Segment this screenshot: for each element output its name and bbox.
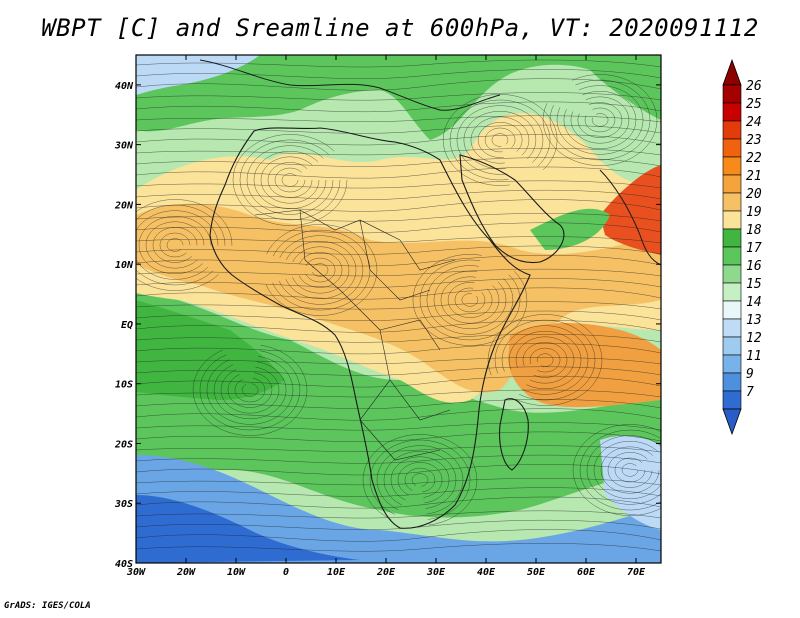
arabian-peninsula-coastline (459, 154, 565, 264)
lat-tick-label: 20N (114, 200, 134, 211)
colorbar-label: 21 (746, 169, 762, 184)
colorbar-label: 7 (746, 385, 754, 400)
axis-ticks (135, 55, 661, 564)
lat-tick-label: 30N (114, 141, 134, 152)
colorbar-label: 14 (746, 295, 762, 310)
colorbar-swatch-10 (722, 264, 742, 284)
colorbar-swatch-9 (722, 246, 742, 266)
colorbar-swatch-6 (722, 192, 742, 212)
colorbar-swatch-16 (722, 372, 742, 392)
lat-tick-label: EQ (121, 320, 133, 331)
colorbar-swatch-17 (722, 390, 742, 410)
colorbar-label: 13 (746, 313, 762, 328)
africa-coastline (209, 127, 531, 529)
border-lines (254, 209, 456, 461)
colorbar-swatch-13 (722, 318, 742, 338)
field-north-light-blue (136, 55, 260, 95)
colorbar-label: 12 (746, 331, 762, 346)
plot-title: WBPT [C] and Sreamline at 600hPa, VT: 20… (41, 14, 759, 42)
colorbar-label: 15 (746, 277, 762, 292)
colorbar-bottom-arrow (722, 408, 742, 436)
streamlines (136, 59, 661, 552)
lon-tick-label: 10W (227, 567, 246, 578)
colorbar-swatch-5 (722, 174, 742, 194)
field-indian-ocean-orange (508, 323, 661, 408)
colorbar-label: 23 (746, 133, 762, 148)
colorbar-label: 16 (746, 259, 762, 274)
colorbar-swatch-0 (722, 84, 742, 104)
lon-tick-label: 20E (376, 567, 396, 578)
field-north-green (136, 55, 661, 140)
lat-tick-label: 40N (115, 81, 134, 92)
lon-tick-label: 0 (283, 567, 289, 578)
field-south-deep-blue (136, 495, 360, 563)
lon-tick-label: 50E (527, 567, 546, 578)
lon-tick-label: 60E (577, 567, 596, 578)
colorbar-label: 26 (746, 79, 762, 94)
colorbar-swatch-15 (722, 354, 742, 374)
coastlines (199, 59, 661, 529)
lat-tick-label: 30S (114, 499, 133, 510)
lat-tick-label: 40S (115, 559, 133, 570)
lat-tick-label: 20S (114, 439, 133, 450)
colorbar-swatch-1 (722, 102, 742, 122)
colorbar-label: 17 (746, 241, 762, 256)
field-arabian-sea-red-orange (600, 165, 661, 255)
lat-tick-label: 10S (115, 380, 133, 391)
india-coastline (599, 169, 661, 266)
credit-text: GrADS: IGES/COLA (4, 601, 91, 611)
lon-tick-label: 70E (627, 567, 646, 578)
lon-tick-label: 30E (426, 567, 446, 578)
colorbar-label: 18 (746, 223, 762, 238)
colorbar-swatch-14 (722, 336, 742, 356)
colorbar-swatch-8 (722, 228, 742, 248)
colorbar-label: 11 (746, 349, 762, 364)
colorbar-swatch-2 (722, 120, 742, 140)
colorbar-label: 20 (746, 187, 762, 202)
wbpt-field (136, 55, 661, 563)
field-green-band (136, 290, 661, 518)
colorbar-swatch-3 (722, 138, 742, 158)
colorbar-swatch-12 (722, 300, 742, 320)
field-east-green (530, 208, 610, 250)
colorbar-top-arrow (722, 58, 742, 86)
colorbar-label: 9 (746, 367, 754, 382)
map-frame (135, 54, 662, 564)
colorbar-label: 25 (746, 97, 762, 112)
streamline-paths (136, 59, 661, 552)
colorbar-label: 22 (746, 151, 762, 166)
field-west-green (136, 300, 285, 400)
colorbar-label: 24 (746, 115, 762, 130)
colorbar-swatch-4 (722, 156, 742, 176)
country-borders (254, 209, 456, 461)
field-south-blue (136, 455, 661, 563)
colorbar-swatch-7 (722, 210, 742, 230)
axis-labels: 30W 20W 10W 0 10E 20E 30E 40E 50E 60E 70E 40N 30N 20N… (114, 81, 646, 578)
lon-tick-label: 20W (176, 567, 196, 578)
lat-tick-label: 10N (115, 260, 134, 271)
colorbar: 26 25 24 23 22 21 20 19 18 17 16 15 14 13 12 11 9 7 (722, 58, 762, 436)
field-southeast-light-blue (600, 435, 661, 530)
lon-tick-label: 10E (327, 567, 346, 578)
europe-coastline (199, 59, 501, 111)
lon-tick-label: 30W (126, 567, 146, 578)
colorbar-label: 19 (746, 205, 762, 220)
colorbar-swatch-11 (722, 282, 742, 302)
lon-tick-label: 40E (477, 567, 496, 578)
madagascar-coastline (499, 398, 529, 471)
